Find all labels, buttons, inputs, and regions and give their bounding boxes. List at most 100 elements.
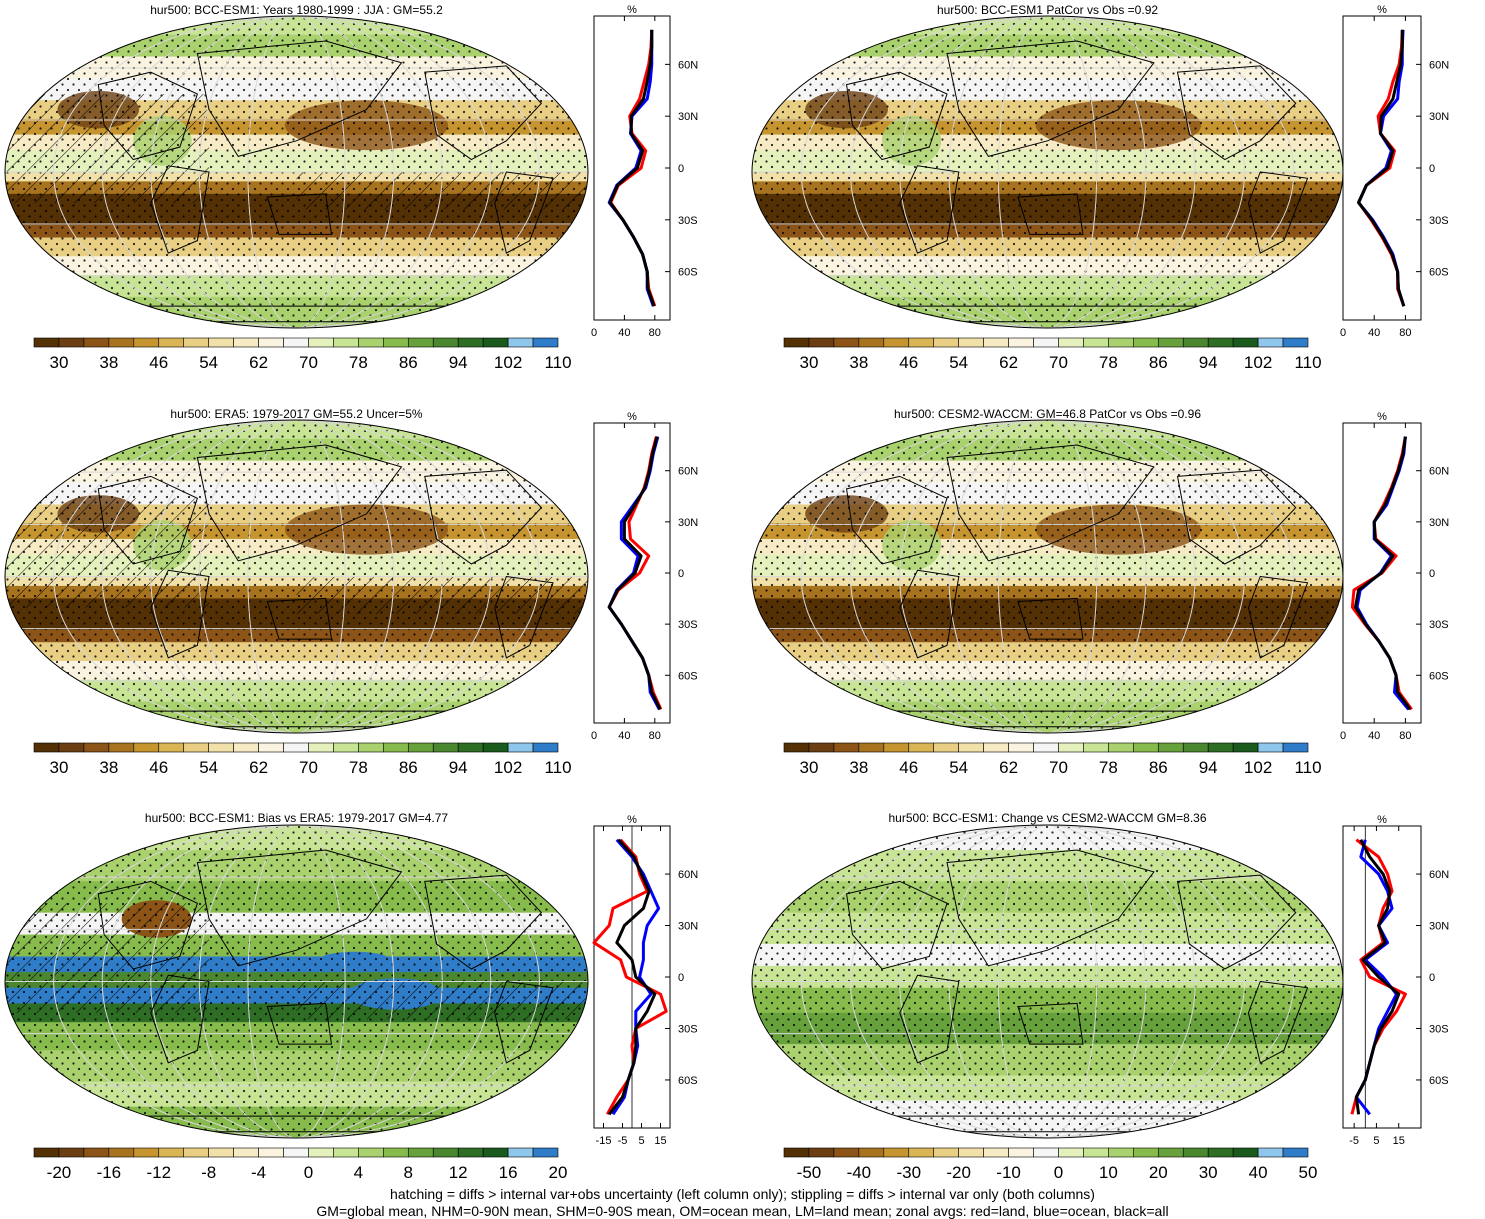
- profile-frame: [593, 15, 671, 321]
- colorbar-label: 94: [1199, 758, 1218, 777]
- x-tick-label: 0: [591, 730, 597, 742]
- colorbar-swatch: [133, 1147, 160, 1158]
- colorbar-swatch: [108, 1147, 135, 1158]
- colorbar-swatch: [33, 1147, 60, 1158]
- colorbar-swatch: [258, 742, 284, 753]
- colorbar-swatch: [383, 1147, 409, 1158]
- colorbar-swatch: [308, 1147, 334, 1158]
- colorbar-swatch: [308, 742, 334, 753]
- map-field: [5, 825, 588, 1138]
- lat-label: 60S: [678, 267, 698, 279]
- x-tick-label: 80: [649, 730, 661, 742]
- colorbar-label: 110: [1294, 353, 1321, 372]
- colorbar-swatch: [1207, 337, 1234, 348]
- colorbar-swatch: [258, 1147, 284, 1158]
- lat-label: 0: [1429, 568, 1435, 580]
- colorbar-swatch: [1232, 742, 1259, 753]
- colorbar-swatch: [457, 1147, 484, 1158]
- colorbar-swatch: [258, 337, 284, 348]
- coastline: [845, 475, 948, 565]
- colorbar-label: 62: [999, 353, 1018, 372]
- graticule-meridian: [800, 825, 1295, 1138]
- panel-p3: hur500: ERA5: 1979-2017 GM=55.2 Uncer=5%…: [4, 407, 698, 777]
- coastline: [899, 165, 960, 254]
- colorbar-swatch: [233, 337, 259, 348]
- colorbar-swatch: [1282, 742, 1309, 753]
- colorbar-label: 70: [1049, 353, 1068, 372]
- coastline: [1017, 193, 1084, 235]
- lat-label: 30S: [678, 215, 698, 227]
- colorbar-swatch: [833, 1147, 860, 1158]
- colorbar-label: 4: [354, 1163, 363, 1182]
- colorbar-label: 0: [304, 1163, 313, 1182]
- coastline: [1176, 65, 1297, 161]
- colorbar-label: 110: [1294, 758, 1321, 777]
- lat-label: 30N: [678, 517, 698, 529]
- x-tick-label: 15: [1393, 1135, 1405, 1147]
- lat-label: 30S: [1429, 1023, 1449, 1035]
- colorbar-swatch: [983, 742, 1009, 753]
- lat-label: 60S: [1429, 670, 1449, 682]
- colorbar-swatch: [783, 742, 810, 753]
- x-tick-label: -15: [596, 1135, 612, 1147]
- lat-label: 60S: [678, 1075, 698, 1087]
- colorbar: 30 38 46 54 62 70 78 86 94 102 110: [783, 337, 1322, 372]
- coastline: [97, 71, 199, 161]
- colorbar-swatch: [383, 337, 409, 348]
- x-tick-label: 40: [618, 730, 630, 742]
- colorbar: 30 38 46 54 62 70 78 86 94 102 110: [33, 337, 572, 372]
- coastline: [1017, 1002, 1084, 1045]
- panel-title: hur500: BCC-ESM1: Years 1980-1999 : JJA …: [150, 3, 443, 17]
- colorbar-swatch: [1182, 1147, 1209, 1158]
- colorbar-swatch: [1207, 1147, 1234, 1158]
- colorbar-swatch: [358, 742, 384, 753]
- colorbar-swatch: [58, 1147, 85, 1158]
- colorbar-label: 20: [1149, 1163, 1168, 1182]
- colorbar-swatch: [1058, 337, 1084, 348]
- colorbar-swatch: [208, 742, 234, 753]
- colorbar-label: 46: [899, 758, 918, 777]
- lat-label: 60N: [1429, 59, 1449, 71]
- lat-label: 60S: [1429, 1075, 1449, 1087]
- profile-unit: %: [627, 814, 637, 826]
- coastline: [266, 597, 333, 640]
- coastline: [899, 974, 960, 1064]
- colorbar-swatch: [358, 1147, 384, 1158]
- map-field: [752, 825, 1343, 1138]
- lat-label: 30N: [1429, 517, 1449, 529]
- colorbar-label: 110: [544, 353, 571, 372]
- colorbar-label: 50: [1299, 1163, 1318, 1182]
- map-border: [4, 15, 589, 329]
- lat-label: 0: [1429, 972, 1435, 984]
- colorbar-label: 102: [494, 758, 522, 777]
- colorbar-label: 8: [404, 1163, 413, 1182]
- panel-p4: hur500: CESM2-WACCM: GM=46.8 PatCor vs O…: [751, 407, 1449, 777]
- colorbar-swatch: [1257, 742, 1284, 753]
- colorbar-swatch: [283, 1147, 309, 1158]
- colorbar-swatch: [1282, 337, 1309, 348]
- colorbar-swatch: [283, 337, 309, 348]
- coastline: [97, 880, 199, 970]
- colorbar-swatch: [83, 1147, 110, 1158]
- lat-label: 0: [678, 163, 684, 175]
- zonal-series-all: [608, 29, 656, 307]
- colorbar-swatch: [783, 1147, 810, 1158]
- colorbar-swatch: [532, 1147, 559, 1158]
- x-tick-label: 0: [591, 327, 597, 339]
- colorbar-label: 102: [1244, 758, 1272, 777]
- colorbar-label: 78: [1099, 758, 1118, 777]
- coastline: [1176, 469, 1297, 565]
- profile-unit: %: [1377, 411, 1387, 423]
- panel-p6: hur500: BCC-ESM1: Change vs CESM2-WACCM …: [751, 811, 1449, 1182]
- colorbar-swatch: [1008, 1147, 1034, 1158]
- colorbar-swatch: [457, 337, 484, 348]
- colorbar-label: 110: [544, 758, 571, 777]
- colorbar-swatch: [958, 337, 984, 348]
- zonal-profile: % 60N 30N 0 30S 60S 0 40 80: [591, 411, 698, 742]
- graticule-meridian: [850, 825, 1245, 1138]
- hatching: [5, 94, 210, 204]
- colorbar-swatch: [183, 337, 209, 348]
- colorbar-swatch: [858, 337, 885, 348]
- x-tick-label: 80: [649, 327, 661, 339]
